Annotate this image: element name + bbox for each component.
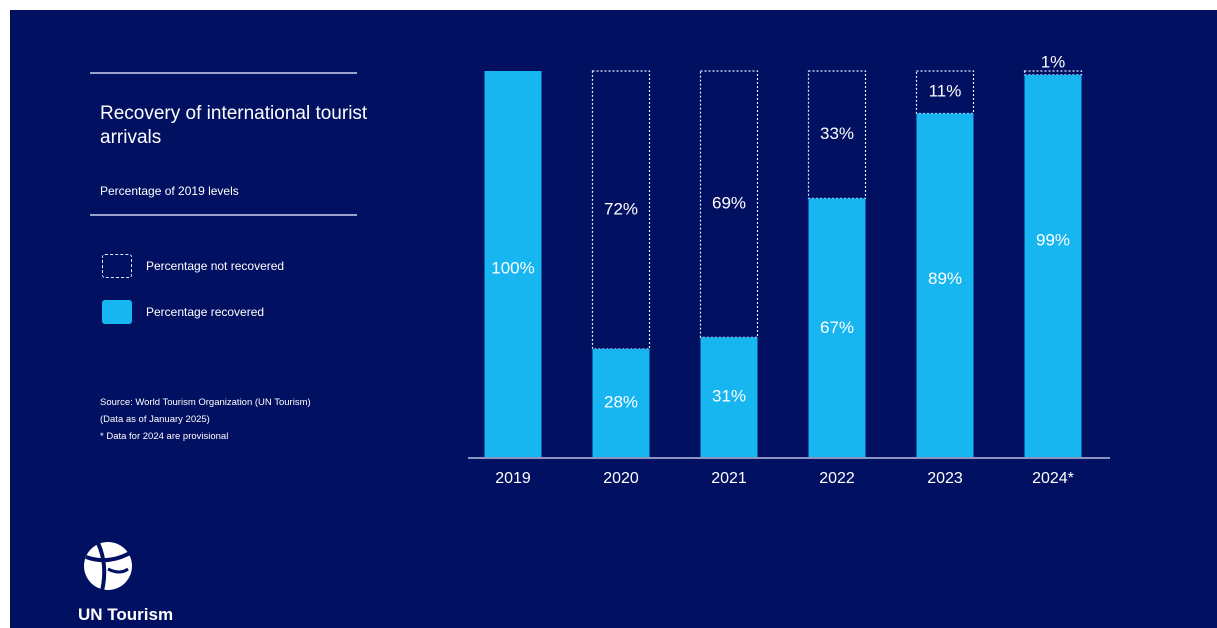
bar-recovered xyxy=(808,198,866,457)
data-label-not-recovered: 11% xyxy=(929,82,962,101)
data-label-not-recovered: 33% xyxy=(820,124,854,143)
bar-recovered xyxy=(700,337,758,457)
x-tick-label: 2024* xyxy=(1032,470,1074,487)
chart-title: Recovery of international tourist arriva… xyxy=(100,103,368,148)
bar-not-recovered xyxy=(1023,70,1083,76)
data-label-recovered: 89% xyxy=(928,269,962,288)
x-tick-label: 2019 xyxy=(495,470,531,487)
data-label-not-recovered: 1% xyxy=(1041,52,1066,71)
data-label-not-recovered: 69% xyxy=(712,194,746,213)
data-label-recovered: 99% xyxy=(1036,230,1070,249)
bar-not-recovered xyxy=(699,70,759,338)
bar-not-recovered xyxy=(915,70,975,115)
data-label-recovered: 31% xyxy=(712,387,746,406)
legend-swatch-not-recovered xyxy=(102,254,132,278)
data-date-line: (Data as of January 2025) xyxy=(100,414,210,425)
x-tick-label: 2022 xyxy=(819,470,855,487)
legend-label-not-recovered: Percentage not recovered xyxy=(146,259,285,273)
bar-recovered xyxy=(592,348,650,457)
x-tick-label: 2021 xyxy=(711,470,747,487)
legend-label-recovered: Percentage recovered xyxy=(146,305,265,319)
data-label-recovered: 67% xyxy=(820,318,854,337)
x-tick-label: 2020 xyxy=(603,470,639,487)
legend-swatch-recovered xyxy=(102,300,132,324)
stacked-bar-chart: 100% 2019 72% 28% 2020 69% 31% 2021 33% 67% 2022 11… xyxy=(468,52,1110,487)
brand-name: UN Tourism xyxy=(78,605,174,624)
un-tourism-logo-icon xyxy=(84,542,132,592)
bar-recovered xyxy=(484,71,542,457)
bar-not-recovered xyxy=(591,70,651,350)
bottom-divider xyxy=(90,214,357,216)
bar-recovered xyxy=(1024,74,1082,458)
legend-item-recovered: Percentage recovered xyxy=(102,300,264,324)
bar-recovered xyxy=(916,113,974,458)
x-tick-label: 2023 xyxy=(927,470,963,487)
data-label-not-recovered: 72% xyxy=(604,199,638,218)
data-label-recovered: 28% xyxy=(604,392,638,411)
chart-subtitle: Percentage of 2019 levels xyxy=(100,184,239,198)
provisional-note: * Data for 2024 are provisional xyxy=(100,431,229,442)
top-divider xyxy=(90,72,357,74)
chart-panel: Recovery of international tourist arriva… xyxy=(10,10,1217,628)
data-label-recovered: 100% xyxy=(491,258,534,277)
legend-item-not-recovered: Percentage not recovered xyxy=(102,254,284,278)
source-line: Source: World Tourism Organization (UN T… xyxy=(100,397,311,408)
source-note: Source: World Tourism Organization (UN T… xyxy=(100,394,311,445)
